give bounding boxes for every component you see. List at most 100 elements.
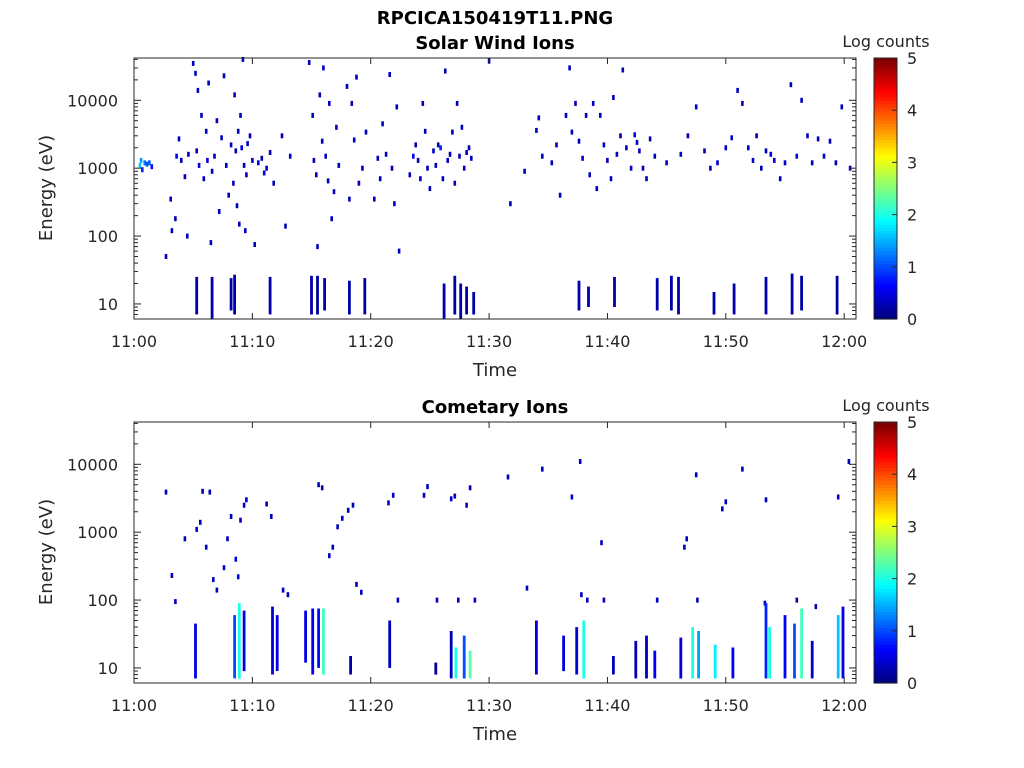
spectrogram-pixel [564, 112, 568, 118]
spectrogram-pixel [586, 597, 589, 603]
colorbar-segment [874, 67, 897, 72]
x-tick-label: 11:20 [348, 696, 394, 715]
spectrogram-pixel [345, 83, 349, 89]
spectrogram-pixel [828, 138, 832, 144]
spectrogram-streak [713, 644, 717, 679]
colorbar-segment [874, 536, 897, 541]
colorbar-segment [874, 172, 897, 177]
spectrogram-streak [587, 286, 590, 307]
spectrogram-pixel [361, 165, 364, 171]
colorbar-segment [874, 497, 897, 501]
spectrogram-pixel [578, 459, 582, 464]
x-axis-label-solar-wind-ions: Time [472, 360, 517, 381]
spectrogram-pixel [641, 165, 645, 171]
spectrogram-pixel [629, 165, 633, 171]
spectrogram-pixel [265, 501, 268, 507]
spectrogram-streak [317, 608, 320, 668]
colorbar-segment [874, 474, 897, 479]
spectrogram-pixel [238, 221, 241, 227]
spectrogram-streak [764, 603, 768, 679]
colorbar-segment [874, 237, 897, 242]
spectrogram-pixel [525, 585, 529, 591]
spectrogram-pixel [245, 172, 248, 178]
colorbar-segment [874, 129, 897, 134]
plot-area-cometary-ions [134, 422, 856, 683]
spectrogram-pixel [428, 186, 432, 192]
colorbar-segment [874, 656, 897, 661]
spectrogram-pixel [202, 176, 206, 182]
x-tick-label: 11:30 [466, 696, 512, 715]
spectrogram-pixel [465, 502, 468, 508]
spectrogram-pixel [789, 82, 793, 88]
colorbar-segment [874, 487, 897, 492]
spectrogram-pixel [195, 526, 198, 532]
spectrogram-pixel [336, 524, 339, 530]
spectrogram-pixel [235, 203, 239, 209]
spectrogram-pixel [599, 112, 602, 118]
spectrogram-pixel [351, 502, 355, 508]
spectrogram-pixel [229, 514, 233, 519]
colorbar-segment [874, 477, 897, 482]
spectrogram-streak [465, 286, 468, 315]
spectrogram-pixel [408, 172, 412, 178]
spectrogram-pixel [426, 165, 429, 171]
colorbar-segment [874, 198, 897, 203]
colorbar-segment [874, 302, 897, 307]
spectrogram-pixel [222, 565, 226, 571]
spectrogram-pixel [376, 155, 380, 161]
spectrogram-pixel [509, 201, 512, 207]
colorbar-segment [874, 146, 897, 150]
spectrogram-pixel [381, 121, 384, 127]
colorbar-segment [874, 598, 897, 603]
spectrogram-pixel [387, 500, 390, 506]
spectrogram-pixel [653, 153, 657, 159]
colorbar-segment [874, 516, 897, 521]
colorbar-tick-label: 0 [907, 310, 917, 329]
spectrogram-pixel [694, 104, 698, 110]
spectrogram-streak [454, 647, 458, 679]
spectrogram-pixel [234, 148, 238, 154]
colorbar-segment [874, 431, 897, 436]
spectrogram-streak [195, 276, 199, 315]
colorbar-segment [874, 676, 897, 681]
colorbar-segment [874, 526, 897, 531]
spectrogram-streak [311, 608, 315, 675]
colorbar-segment [874, 110, 897, 115]
spectrogram-streak [790, 273, 794, 315]
plot-area-solar-wind-ions [134, 58, 856, 319]
colorbar-segment [874, 441, 897, 446]
spectrogram-streak [634, 640, 638, 679]
spectrogram-pixel [212, 577, 215, 583]
colorbar-segment [874, 116, 897, 121]
spectrogram-pixel [462, 165, 466, 171]
colorbar-segment [874, 500, 897, 505]
colorbar-segment [874, 591, 897, 596]
colorbar-segment [874, 230, 897, 235]
spectrogram-streak [304, 610, 307, 663]
colorbar-segment [874, 673, 897, 678]
spectrogram-pixel [284, 223, 287, 229]
spectrogram-pixel [426, 484, 429, 490]
spectrogram-pixel [795, 153, 799, 159]
spectrogram-streak [275, 615, 279, 671]
spectrogram-pixel [655, 597, 659, 603]
colorbar-segment [874, 296, 897, 301]
spectrogram-pixel [460, 124, 464, 130]
spectrogram-pixel [814, 604, 818, 610]
spectrogram-pixel [694, 472, 698, 478]
spectrogram-streak [233, 615, 236, 679]
spectrogram-pixel [286, 592, 290, 598]
colorbar-segment [874, 575, 897, 580]
colorbar-segment [874, 529, 897, 534]
colorbar-segment [874, 214, 897, 219]
spectrogram-pixel [638, 148, 641, 154]
spectrogram-pixel [187, 151, 190, 157]
x-tick-label: 11:10 [229, 332, 275, 351]
spectrogram-pixel [396, 597, 400, 603]
spectrogram-pixel [183, 174, 187, 180]
colorbar-segment [874, 467, 897, 472]
colorbar-segment [874, 428, 897, 433]
y-tick-label: 10000 [67, 91, 118, 110]
x-tick-label: 11:00 [111, 332, 157, 351]
